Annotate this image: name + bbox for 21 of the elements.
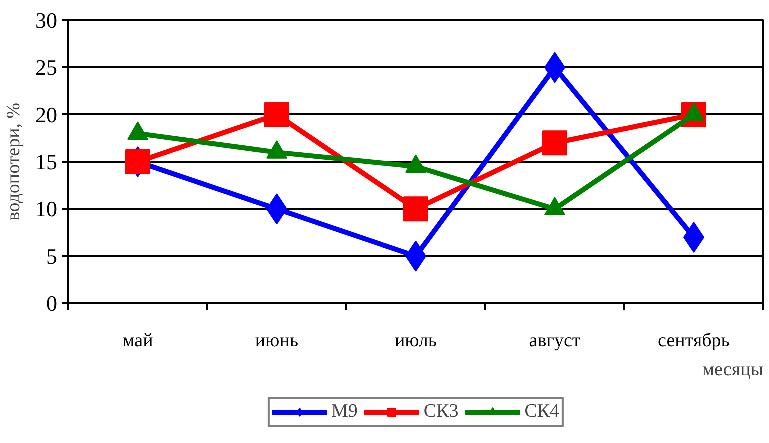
y-tick-label: 0 bbox=[46, 291, 58, 316]
legend-label: СК4 bbox=[524, 401, 560, 423]
x-tick-label: май bbox=[122, 330, 154, 352]
y-tick-label: 20 bbox=[36, 102, 58, 128]
x-tick-label: сентябрь bbox=[658, 330, 730, 352]
legend-label: М9 bbox=[331, 401, 358, 423]
point bbox=[542, 130, 568, 156]
y-tick-label: 15 bbox=[36, 150, 58, 174]
y-tick-label: 25 bbox=[36, 55, 58, 80]
y-tick-label: 30 bbox=[36, 8, 58, 33]
x-tick-label: август bbox=[529, 330, 582, 352]
legend-label: СК3 bbox=[424, 401, 459, 423]
x-axis-title: месяцы bbox=[702, 360, 764, 380]
y-tick-label: 10 bbox=[36, 196, 58, 222]
y-axis-title: водопотери, % bbox=[4, 102, 24, 222]
point bbox=[404, 196, 428, 222]
x-tick-label: июнь bbox=[255, 330, 299, 352]
point bbox=[264, 102, 290, 128]
x-tick-label: июль bbox=[394, 330, 438, 352]
point bbox=[126, 150, 150, 174]
y-tick-label: 5 bbox=[46, 244, 58, 269]
